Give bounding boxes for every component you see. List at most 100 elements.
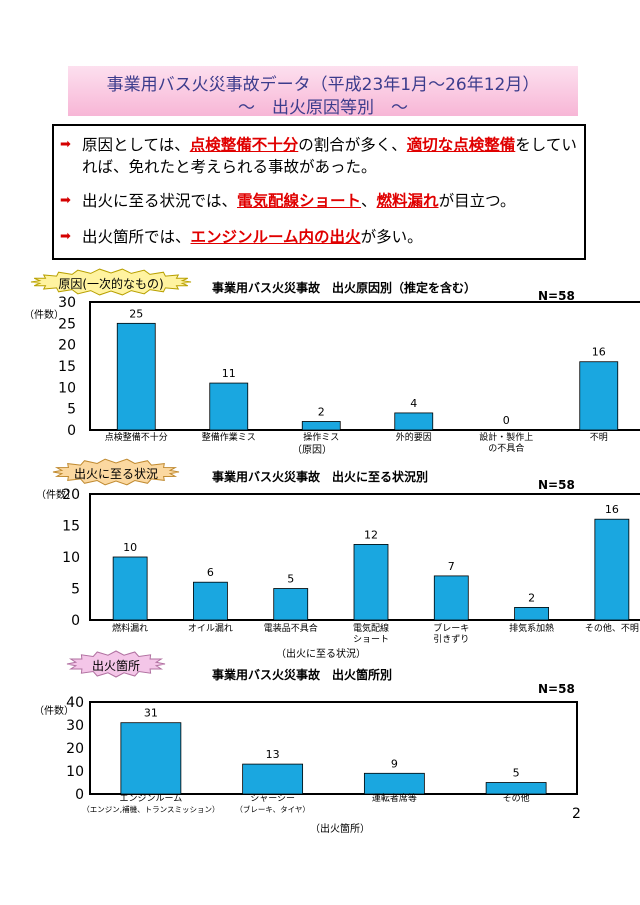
summary-bullet-1: ➡ 原因としては、点検整備不十分の割合が多く、適切な点検整備をしていれば、免れた… <box>60 134 580 178</box>
chart-1-data-label: 0 <box>503 414 510 427</box>
chart-2-data-label: 12 <box>364 528 378 541</box>
chart-3-unit: （件数） <box>34 706 74 717</box>
chart-1-unit: （件数） <box>24 310 64 321</box>
summary-text-1: 原因としては、点検整備不十分の割合が多く、適切な点検整備をしていれば、免れたと考… <box>82 134 580 178</box>
page-subtitle: 〜 出火原因等別 〜 <box>238 98 408 118</box>
page-number: 2 <box>572 806 581 822</box>
chart-3-bar <box>120 722 182 795</box>
chart-2-category-label: 引きずり <box>433 634 469 645</box>
chart-2-y-tick-label: 20 <box>62 487 80 503</box>
chart-1-y-tick-label: 0 <box>67 423 76 439</box>
highlight-text: 電気配線ショート <box>237 192 362 210</box>
chart-1-category-label: 整備作業ミス <box>202 431 256 443</box>
summary-text-part: 原因としては、 <box>82 136 190 154</box>
chart-3-xlabel: （出火箇所） <box>310 824 370 835</box>
badge-location-label: 出火箇所 <box>91 659 140 673</box>
chart-2-bar <box>353 544 389 621</box>
page-title: 事業用バス火災事故データ（平成23年1月〜26年12月） <box>106 75 540 95</box>
chart-2-data-label: 7 <box>448 560 455 573</box>
chart-1-data-label: 2 <box>318 405 325 418</box>
chart-3-category-label: 運転者席等 <box>372 792 417 804</box>
chart-3-y-tick-label: 40 <box>66 695 84 711</box>
chart-1-y-tick-label: 30 <box>58 295 76 311</box>
chart-2-category-label: 排気系加熱 <box>509 622 554 634</box>
chart-2-n: N=58 <box>538 478 575 492</box>
chart-2-category-label: その他、不明 <box>585 622 639 634</box>
badge-cause-label: 原因(一次的なもの) <box>58 277 164 291</box>
badge-situation: 出火に至る状況 <box>52 458 180 486</box>
chart-2-y-tick-label: 0 <box>71 613 80 629</box>
highlight-text: 点検整備不十分 <box>189 136 299 154</box>
summary-text-part: が多い。 <box>360 228 423 246</box>
chart-3-data-label: 13 <box>266 748 280 761</box>
bullet-arrow-icon: ➡ <box>60 137 71 152</box>
chart-1-bar <box>394 412 434 431</box>
highlight-text: 適切な点検整備 <box>406 136 516 154</box>
chart-3-bar <box>485 782 547 795</box>
chart-2-data-label: 6 <box>207 566 214 579</box>
chart-2-bar <box>594 518 630 621</box>
chart-2-y-tick-label: 10 <box>62 550 80 566</box>
chart-2-y-tick-label: 5 <box>71 582 80 598</box>
chart-3-data-label: 5 <box>513 767 520 780</box>
chart-3-title: 事業用バス火災事故 出火箇所別 <box>212 668 393 682</box>
chart-1-y-tick-label: 25 <box>58 316 76 332</box>
highlight-text: 燃料漏れ <box>376 192 439 210</box>
chart-1-category-label: 外的要因 <box>396 431 432 443</box>
summary-text-part: の割合が多く、 <box>298 136 407 154</box>
summary-box: ➡ 原因としては、点検整備不十分の割合が多く、適切な点検整備をしていれば、免れた… <box>52 124 586 260</box>
chart-2-bar <box>193 581 228 621</box>
chart-2-category-label: 燃料漏れ <box>112 622 148 634</box>
bullet-arrow-icon: ➡ <box>60 193 71 208</box>
chart-1-bar <box>301 421 341 431</box>
chart-3-category-label: （ブレーキ、タイヤ） <box>235 804 309 814</box>
chart-3-data-label: 9 <box>391 757 398 770</box>
chart-2-bar <box>273 588 309 621</box>
chart-2-unit: （件数） <box>36 490 76 501</box>
chart-1-y-tick-label: 10 <box>58 380 76 396</box>
chart-2-bar <box>514 607 549 621</box>
chart-3-data-label: 31 <box>144 707 158 720</box>
title-band: 事業用バス火災事故データ（平成23年1月〜26年12月） 〜 出火原因等別 〜 <box>68 66 578 118</box>
summary-text-part: が目立つ。 <box>438 192 516 210</box>
chart-2-y-tick-label: 15 <box>62 519 80 535</box>
chart-1-data-label: 16 <box>592 346 606 359</box>
starburst-badge-icon <box>30 268 192 296</box>
summary-text-part: 出火に至る状況では、 <box>82 192 238 210</box>
chart-2-category-label: ショート <box>353 635 389 645</box>
chart-1-title: 事業用バス火災事故 出火原因別（推定を含む） <box>212 281 477 295</box>
chart-3-category-label: シャーシー <box>250 794 295 804</box>
chart-1-category-label: 設計・製作上 <box>479 431 533 443</box>
chart-1-bar <box>209 382 249 431</box>
summary-text-3: 出火箇所では、エンジンルーム内の出火が多い。 <box>82 226 580 248</box>
chart-2-title: 事業用バス火災事故 出火に至る状況別 <box>212 470 429 484</box>
chart-1-bar <box>116 322 156 431</box>
chart-3-category-label: （エンジン,補機、トランスミッション） <box>82 804 219 814</box>
summary-bullet-3: ➡ 出火箇所では、エンジンルーム内の出火が多い。 <box>60 226 580 248</box>
chart-3-bar <box>242 763 304 795</box>
chart-3-y-tick-label: 10 <box>66 764 84 780</box>
chart-2-bar <box>112 556 148 621</box>
chart-1-xlabel: （原因） <box>292 445 332 456</box>
chart-3-category-label: エンジンルーム <box>120 793 183 804</box>
chart-3-y-tick-label: 30 <box>66 718 84 734</box>
chart-1-data-label: 25 <box>129 307 143 320</box>
summary-text-part: 出火箇所では、 <box>82 228 191 246</box>
chart-3-bar <box>363 772 425 795</box>
chart-1-category-label: 不明 <box>590 432 608 443</box>
badge-situation-label: 出火に至る状況 <box>73 467 158 481</box>
starburst-badge-icon <box>66 650 166 678</box>
summary-bullet-2: ➡ 出火に至る状況では、電気配線ショート、燃料漏れが目立つ。 <box>60 190 580 212</box>
badge-location: 出火箇所 <box>66 650 166 678</box>
chart-2-category-label: 電装品不具合 <box>264 622 318 634</box>
chart-3-n: N=58 <box>538 682 575 696</box>
chart-2-data-label: 5 <box>287 573 294 586</box>
chart-1-y-tick-label: 15 <box>58 359 76 375</box>
chart-1-y-tick-label: 20 <box>58 338 76 354</box>
chart-1-category-label: の不具合 <box>488 442 524 454</box>
chart-3-category-label: その他 <box>503 792 530 804</box>
chart-1-category-label: 点検整備不十分 <box>105 431 168 443</box>
bullet-arrow-icon: ➡ <box>60 229 71 244</box>
chart-2-category-label: ブレーキ <box>433 622 469 634</box>
